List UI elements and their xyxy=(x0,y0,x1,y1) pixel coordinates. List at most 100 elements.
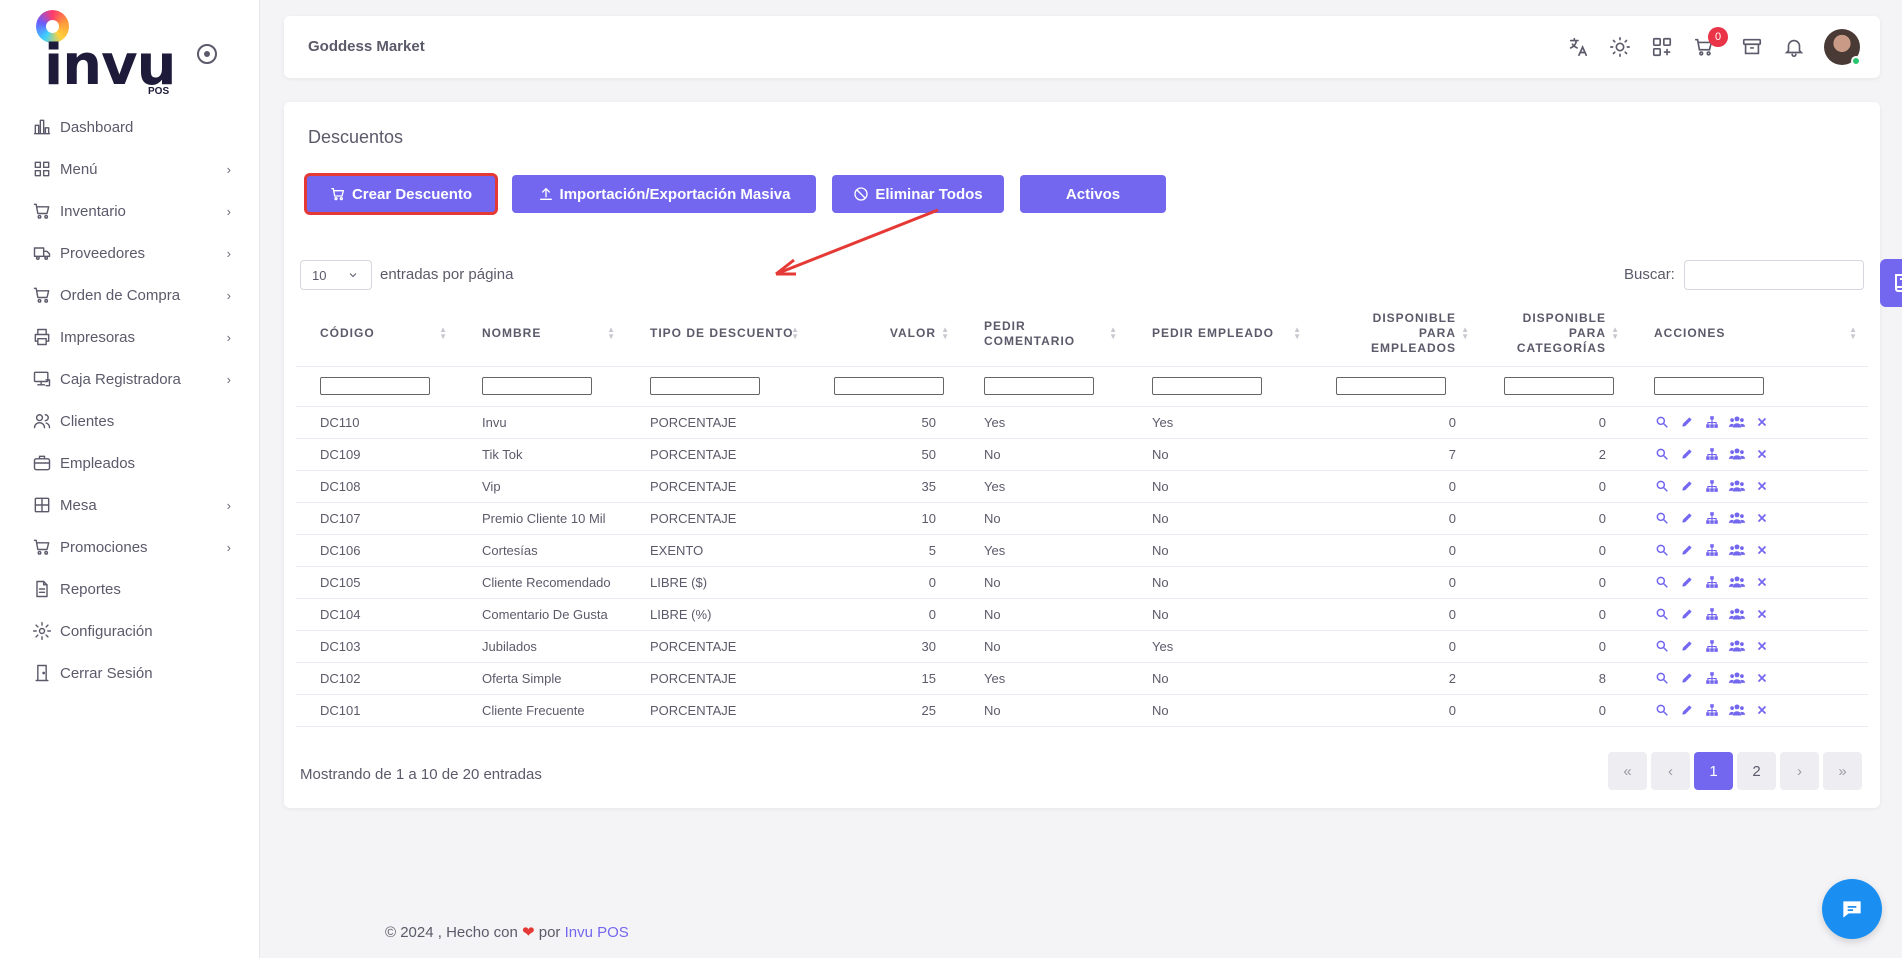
delete-icon[interactable] xyxy=(1754,670,1770,686)
archive-icon[interactable] xyxy=(1740,35,1764,59)
column-header[interactable]: Pedir Comentario ▲ ▼ xyxy=(960,302,1128,367)
group-icon[interactable] xyxy=(1729,542,1745,558)
edit-icon[interactable] xyxy=(1679,702,1695,718)
edit-icon[interactable] xyxy=(1679,670,1695,686)
create-discount-button[interactable]: Crear Descuento xyxy=(304,173,498,215)
view-icon[interactable] xyxy=(1654,702,1670,718)
hierarchy-icon[interactable] xyxy=(1704,702,1720,718)
page-button-1[interactable]: 1 xyxy=(1694,752,1733,790)
group-icon[interactable] xyxy=(1729,606,1745,622)
sidebar-item-reportes[interactable]: Reportes xyxy=(0,568,259,610)
edit-icon[interactable] xyxy=(1679,478,1695,494)
hierarchy-icon[interactable] xyxy=(1704,670,1720,686)
sidebar-item-orden-de-compra[interactable]: Orden de Compra › xyxy=(0,274,259,316)
sidebar-item-clientes[interactable]: Clientes xyxy=(0,400,259,442)
hierarchy-icon[interactable] xyxy=(1704,446,1720,462)
sidebar-item-promociones[interactable]: Promociones › xyxy=(0,526,259,568)
column-filter-input[interactable] xyxy=(482,377,592,395)
delete-icon[interactable] xyxy=(1754,510,1770,526)
sidebar-item-cerrar-sesion[interactable]: Cerrar Sesión xyxy=(0,652,259,694)
view-icon[interactable] xyxy=(1654,414,1670,430)
view-icon[interactable] xyxy=(1654,574,1670,590)
delete-icon[interactable] xyxy=(1754,446,1770,462)
edit-icon[interactable] xyxy=(1679,574,1695,590)
docs-tab[interactable] xyxy=(1880,259,1902,307)
column-filter-input[interactable] xyxy=(650,377,760,395)
group-icon[interactable] xyxy=(1729,638,1745,654)
group-icon[interactable] xyxy=(1729,446,1745,462)
column-filter-input[interactable] xyxy=(1504,377,1614,395)
group-icon[interactable] xyxy=(1729,702,1745,718)
sidebar-item-mesa[interactable]: Mesa › xyxy=(0,484,259,526)
active-filter-button[interactable]: Activos xyxy=(1020,175,1166,213)
edit-icon[interactable] xyxy=(1679,638,1695,654)
hierarchy-icon[interactable] xyxy=(1704,510,1720,526)
bulk-import-export-button[interactable]: Importación/Exportación Masiva xyxy=(512,175,816,213)
apps-add-icon[interactable] xyxy=(1650,35,1674,59)
footer-brand-link[interactable]: Invu POS xyxy=(564,924,629,941)
page-button-2[interactable]: 2 xyxy=(1737,752,1776,790)
edit-icon[interactable] xyxy=(1679,414,1695,430)
edit-icon[interactable] xyxy=(1679,510,1695,526)
column-filter-input[interactable] xyxy=(984,377,1094,395)
delete-icon[interactable] xyxy=(1754,542,1770,558)
delete-all-button[interactable]: Eliminar Todos xyxy=(832,175,1004,213)
view-icon[interactable] xyxy=(1654,478,1670,494)
search-input[interactable] xyxy=(1684,260,1864,290)
sidebar-item-caja-registradora[interactable]: Caja Registradora › xyxy=(0,358,259,400)
sidebar-item-configuracion[interactable]: Configuración xyxy=(0,610,259,652)
column-header[interactable]: Acciones ▲ ▼ xyxy=(1630,302,1868,367)
chat-button[interactable] xyxy=(1822,879,1882,939)
view-icon[interactable] xyxy=(1654,446,1670,462)
delete-icon[interactable] xyxy=(1754,414,1770,430)
invu-logo[interactable]: invu POS xyxy=(36,10,206,100)
sun-icon[interactable] xyxy=(1608,35,1632,59)
column-header[interactable]: Código ▲ ▼ xyxy=(296,302,458,367)
group-icon[interactable] xyxy=(1729,670,1745,686)
view-icon[interactable] xyxy=(1654,542,1670,558)
column-header[interactable]: Pedir Empleado ▲ ▼ xyxy=(1128,302,1312,367)
cart-icon[interactable]: 0 xyxy=(1692,27,1728,59)
bell-icon[interactable] xyxy=(1782,35,1806,59)
sidebar-item-proveedores[interactable]: Proveedores › xyxy=(0,232,259,274)
view-icon[interactable] xyxy=(1654,606,1670,622)
view-icon[interactable] xyxy=(1654,510,1670,526)
delete-icon[interactable] xyxy=(1754,574,1770,590)
sidebar-item-empleados[interactable]: Empleados xyxy=(0,442,259,484)
first-page-button[interactable]: « xyxy=(1608,752,1647,790)
edit-icon[interactable] xyxy=(1679,542,1695,558)
delete-icon[interactable] xyxy=(1754,638,1770,654)
column-header[interactable]: Nombre ▲ ▼ xyxy=(458,302,626,367)
column-filter-input[interactable] xyxy=(1336,377,1446,395)
column-filter-input[interactable] xyxy=(834,377,944,395)
column-header[interactable]: Disponible para Categorías ▲ ▼ xyxy=(1480,302,1630,367)
hierarchy-icon[interactable] xyxy=(1704,574,1720,590)
column-header[interactable]: Tipo de Descuento ▲ ▼ xyxy=(626,302,810,367)
user-avatar[interactable] xyxy=(1824,29,1861,66)
hierarchy-icon[interactable] xyxy=(1704,606,1720,622)
sidebar-item-menu[interactable]: Menú › xyxy=(0,148,259,190)
edit-icon[interactable] xyxy=(1679,446,1695,462)
column-filter-input[interactable] xyxy=(1654,377,1764,395)
group-icon[interactable] xyxy=(1729,510,1745,526)
hierarchy-icon[interactable] xyxy=(1704,542,1720,558)
group-icon[interactable] xyxy=(1729,478,1745,494)
delete-icon[interactable] xyxy=(1754,702,1770,718)
view-icon[interactable] xyxy=(1654,670,1670,686)
sidebar-collapse-button[interactable] xyxy=(197,44,217,64)
translate-icon[interactable] xyxy=(1566,35,1590,59)
hierarchy-icon[interactable] xyxy=(1704,478,1720,494)
column-filter-input[interactable] xyxy=(1152,377,1262,395)
next-page-button[interactable]: › xyxy=(1780,752,1819,790)
hierarchy-icon[interactable] xyxy=(1704,414,1720,430)
column-filter-input[interactable] xyxy=(320,377,430,395)
sidebar-item-dashboard[interactable]: Dashboard xyxy=(0,106,259,148)
column-header[interactable]: Valor ▲ ▼ xyxy=(810,302,960,367)
edit-icon[interactable] xyxy=(1679,606,1695,622)
view-icon[interactable] xyxy=(1654,638,1670,654)
sidebar-item-impresoras[interactable]: Impresoras › xyxy=(0,316,259,358)
last-page-button[interactable]: » xyxy=(1823,752,1862,790)
hierarchy-icon[interactable] xyxy=(1704,638,1720,654)
group-icon[interactable] xyxy=(1729,414,1745,430)
column-header[interactable]: Disponible para Empleados ▲ ▼ xyxy=(1312,302,1480,367)
